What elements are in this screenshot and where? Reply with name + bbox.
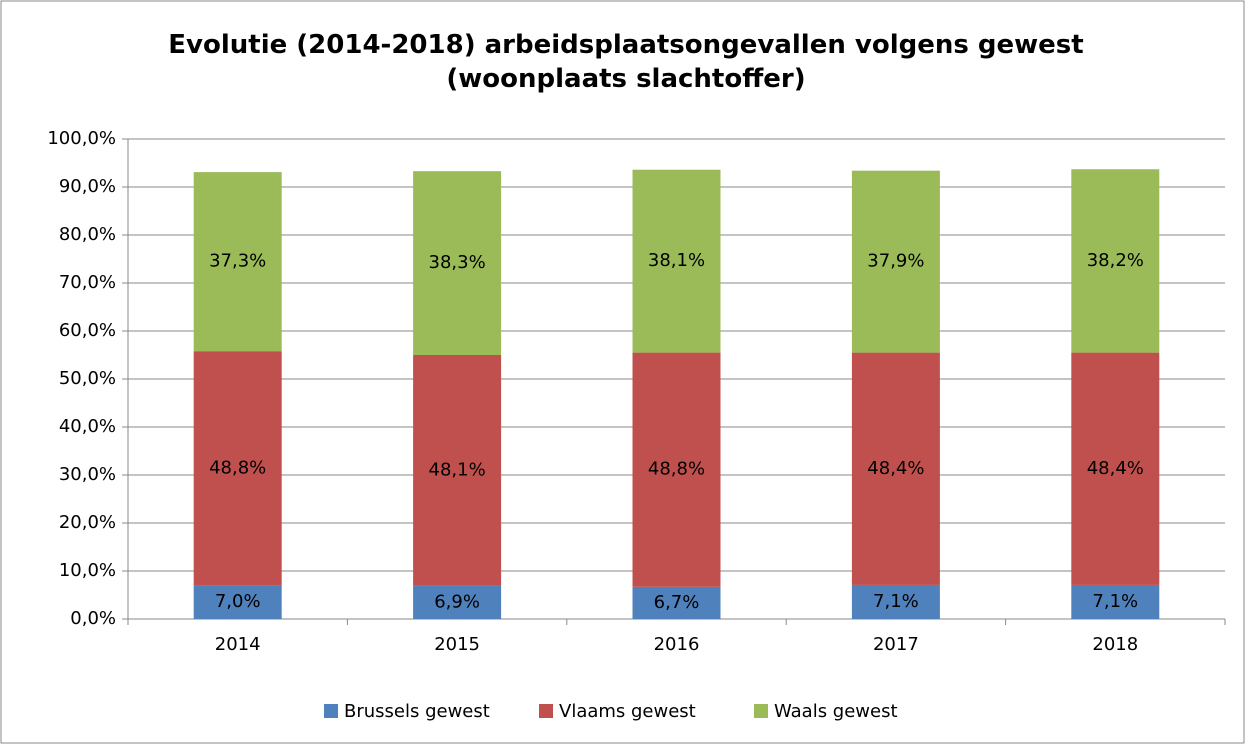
y-tick-label: 90,0% bbox=[59, 176, 116, 197]
y-tick-label: 70,0% bbox=[59, 272, 116, 293]
bar-segment bbox=[1071, 169, 1160, 353]
data-label: 6,7% bbox=[654, 592, 700, 613]
bar-segment bbox=[851, 584, 940, 619]
bar-segment bbox=[632, 352, 721, 587]
bar-segment bbox=[632, 169, 721, 353]
y-tick-label: 80,0% bbox=[59, 224, 116, 245]
data-label: 48,1% bbox=[429, 459, 486, 480]
data-label: 48,4% bbox=[1087, 458, 1144, 479]
data-label: 48,4% bbox=[867, 458, 924, 479]
bar-segment bbox=[1071, 352, 1160, 585]
legend-swatch bbox=[539, 704, 553, 718]
legend-swatch bbox=[324, 704, 338, 718]
data-label: 48,8% bbox=[648, 459, 705, 480]
bar-segment bbox=[193, 351, 282, 586]
data-label: 38,2% bbox=[1087, 250, 1144, 271]
x-tick-label: 2018 bbox=[1092, 634, 1138, 655]
data-label: 48,8% bbox=[209, 457, 266, 478]
y-tick-label: 60,0% bbox=[59, 320, 116, 341]
chart-title: Evolutie (2014-2018) arbeidsplaatsongeva… bbox=[168, 30, 1084, 94]
bar-segment bbox=[413, 171, 502, 355]
x-tick-label: 2015 bbox=[434, 634, 480, 655]
legend-swatch bbox=[754, 704, 768, 718]
bar-segment bbox=[413, 355, 502, 586]
bar-segment bbox=[632, 586, 721, 619]
data-label: 38,1% bbox=[648, 250, 705, 271]
data-label: 37,9% bbox=[867, 251, 924, 272]
x-tick-label: 2017 bbox=[873, 634, 919, 655]
data-label: 37,3% bbox=[209, 251, 266, 272]
legend-label: Vlaams gewest bbox=[559, 701, 696, 722]
bar-segment bbox=[851, 352, 940, 585]
y-tick-label: 10,0% bbox=[59, 560, 116, 581]
data-label: 6,9% bbox=[434, 591, 480, 612]
bar-segment bbox=[193, 585, 282, 619]
bar-segment bbox=[1071, 584, 1160, 619]
y-tick-label: 30,0% bbox=[59, 464, 116, 485]
bar-segment bbox=[851, 170, 940, 353]
data-label: 7,1% bbox=[873, 591, 919, 612]
y-tick-label: 50,0% bbox=[59, 368, 116, 389]
x-tick-label: 2014 bbox=[215, 634, 261, 655]
data-label: 7,0% bbox=[215, 591, 261, 612]
y-tick-label: 20,0% bbox=[59, 512, 116, 533]
y-tick-label: 40,0% bbox=[59, 416, 116, 437]
y-tick-label: 0,0% bbox=[70, 608, 116, 629]
data-label: 7,1% bbox=[1092, 591, 1138, 612]
bar-segment bbox=[193, 172, 282, 352]
y-tick-label: 100,0% bbox=[47, 128, 116, 149]
legend-label: Brussels gewest bbox=[344, 701, 490, 722]
data-label: 38,3% bbox=[429, 252, 486, 273]
bar-segment bbox=[413, 585, 502, 619]
x-tick-label: 2016 bbox=[654, 634, 700, 655]
legend-label: Waals gewest bbox=[774, 701, 898, 722]
